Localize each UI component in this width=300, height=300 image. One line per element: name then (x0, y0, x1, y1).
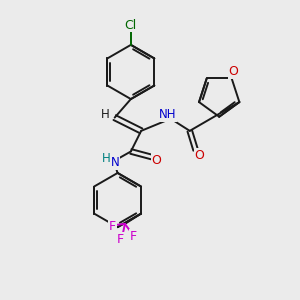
Text: F: F (117, 233, 124, 246)
Text: F: F (109, 220, 116, 233)
Text: O: O (194, 148, 204, 161)
Text: O: O (152, 154, 161, 167)
Text: O: O (228, 65, 238, 78)
Text: H: H (102, 152, 111, 165)
Text: N: N (111, 156, 120, 169)
Text: NH: NH (159, 108, 176, 121)
Text: Cl: Cl (125, 19, 137, 32)
Text: H: H (101, 108, 110, 121)
Text: F: F (130, 230, 137, 243)
